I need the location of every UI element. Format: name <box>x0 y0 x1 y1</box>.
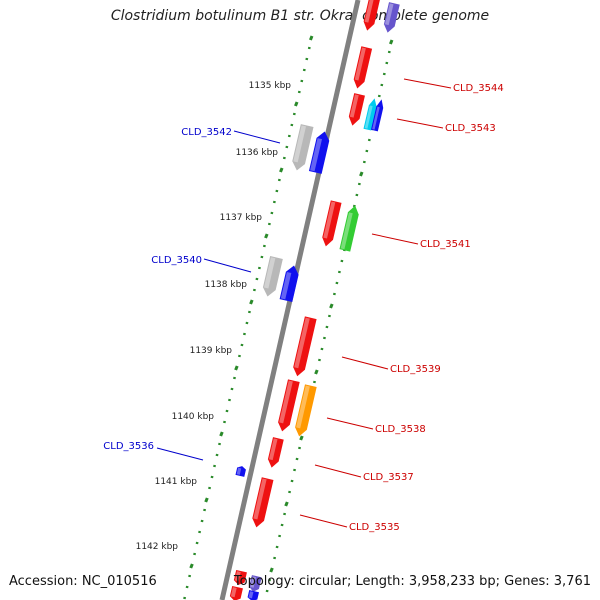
gene-feature-cyan <box>363 98 377 131</box>
gene-feature-red <box>252 477 274 528</box>
gene-feature-blue <box>370 99 384 132</box>
gene-feature-blue <box>247 590 259 600</box>
gene-feature-blue <box>308 131 330 174</box>
gene-label: CLD_3543 <box>445 123 496 134</box>
outer-track-tick <box>309 35 314 41</box>
gene-feature-orange <box>295 384 317 437</box>
inner-track-tick <box>299 435 304 441</box>
gene-feature-red <box>322 200 342 247</box>
outer-track-tick <box>294 101 299 107</box>
outer-track-tick <box>249 299 254 305</box>
gene-feature-red <box>233 569 247 585</box>
inner-track-tick <box>389 39 394 45</box>
outer-track-tick <box>279 167 284 173</box>
gene-feature-blue <box>279 265 299 303</box>
gene-label: CLD_3542 <box>181 127 232 138</box>
gene-label: CLD_3540 <box>151 255 202 266</box>
inner-track-tick <box>359 171 364 177</box>
inner-track-tick <box>329 303 334 309</box>
gene-label: CLD_3537 <box>363 472 414 483</box>
gene-label-leader <box>403 78 452 89</box>
scale-label: 1140 kbp <box>172 412 215 422</box>
gene-label-leader <box>233 130 281 144</box>
gene-label: CLD_3541 <box>420 239 471 250</box>
inner-track-tick <box>284 501 289 507</box>
scale-label: 1138 kbp <box>205 280 248 290</box>
gene-label: CLD_3538 <box>375 424 426 435</box>
inner-track-tick <box>314 369 319 375</box>
gene-labels: CLD_3544 CLD_3543 CLD_3542 CLD_3541 CLD_3540… <box>103 78 504 533</box>
outer-tick-track <box>183 35 314 600</box>
gene-label-leader <box>156 447 204 461</box>
gene-feature-green <box>339 205 359 252</box>
gene-feature-gray <box>262 256 283 297</box>
gene-label-leader <box>299 514 348 528</box>
scale-label: 1142 kbp <box>136 542 179 552</box>
gene-label-leader <box>326 417 374 430</box>
scale-label: 1139 kbp <box>190 346 233 356</box>
gene-features <box>229 0 400 600</box>
gene-feature-red <box>229 585 243 600</box>
gene-feature-purple <box>249 575 262 592</box>
gene-label: CLD_3536 <box>103 441 154 452</box>
gene-label-leader <box>371 233 419 245</box>
outer-track-tick <box>204 497 209 503</box>
gene-label-leader <box>396 118 444 129</box>
gene-feature-red <box>293 316 317 377</box>
gene-feature-red <box>353 46 373 89</box>
gene-label: CLD_3544 <box>453 83 504 94</box>
gene-label-leader <box>341 356 389 370</box>
gene-feature-red <box>278 379 300 432</box>
gene-label-leader <box>203 258 252 273</box>
outer-track-tick <box>234 365 239 371</box>
scale-label: 1136 kbp <box>236 148 279 158</box>
outer-track-tick <box>264 233 269 239</box>
accession-text: Accession: NC_010516 <box>9 574 157 589</box>
gene-label: CLD_3535 <box>349 522 400 533</box>
scale-label: 1141 kbp <box>155 477 198 487</box>
gene-feature-purple <box>383 2 400 33</box>
outer-track-tick <box>189 563 194 569</box>
inner-track-tick <box>269 567 274 573</box>
gene-label: CLD_3539 <box>390 364 441 375</box>
gene-feature-blue <box>235 466 246 477</box>
scale-label: 1135 kbp <box>249 81 292 91</box>
scale-label: 1137 kbp <box>220 213 263 223</box>
scale-labels: 1135 kbp 1136 kbp 1137 kbp 1138 kbp 1139 kbp… <box>136 81 292 552</box>
gene-label-leader <box>314 464 362 478</box>
inner-tick-track <box>265 39 394 593</box>
gene-feature-red <box>363 0 381 31</box>
topology-summary-text: Topology: circular; Length: 3,958,233 bp… <box>233 574 591 589</box>
gene-feature-gray <box>292 124 314 171</box>
gene-feature-red <box>348 93 365 126</box>
outer-track-tick <box>219 431 224 437</box>
gene-feature-red <box>267 437 284 468</box>
